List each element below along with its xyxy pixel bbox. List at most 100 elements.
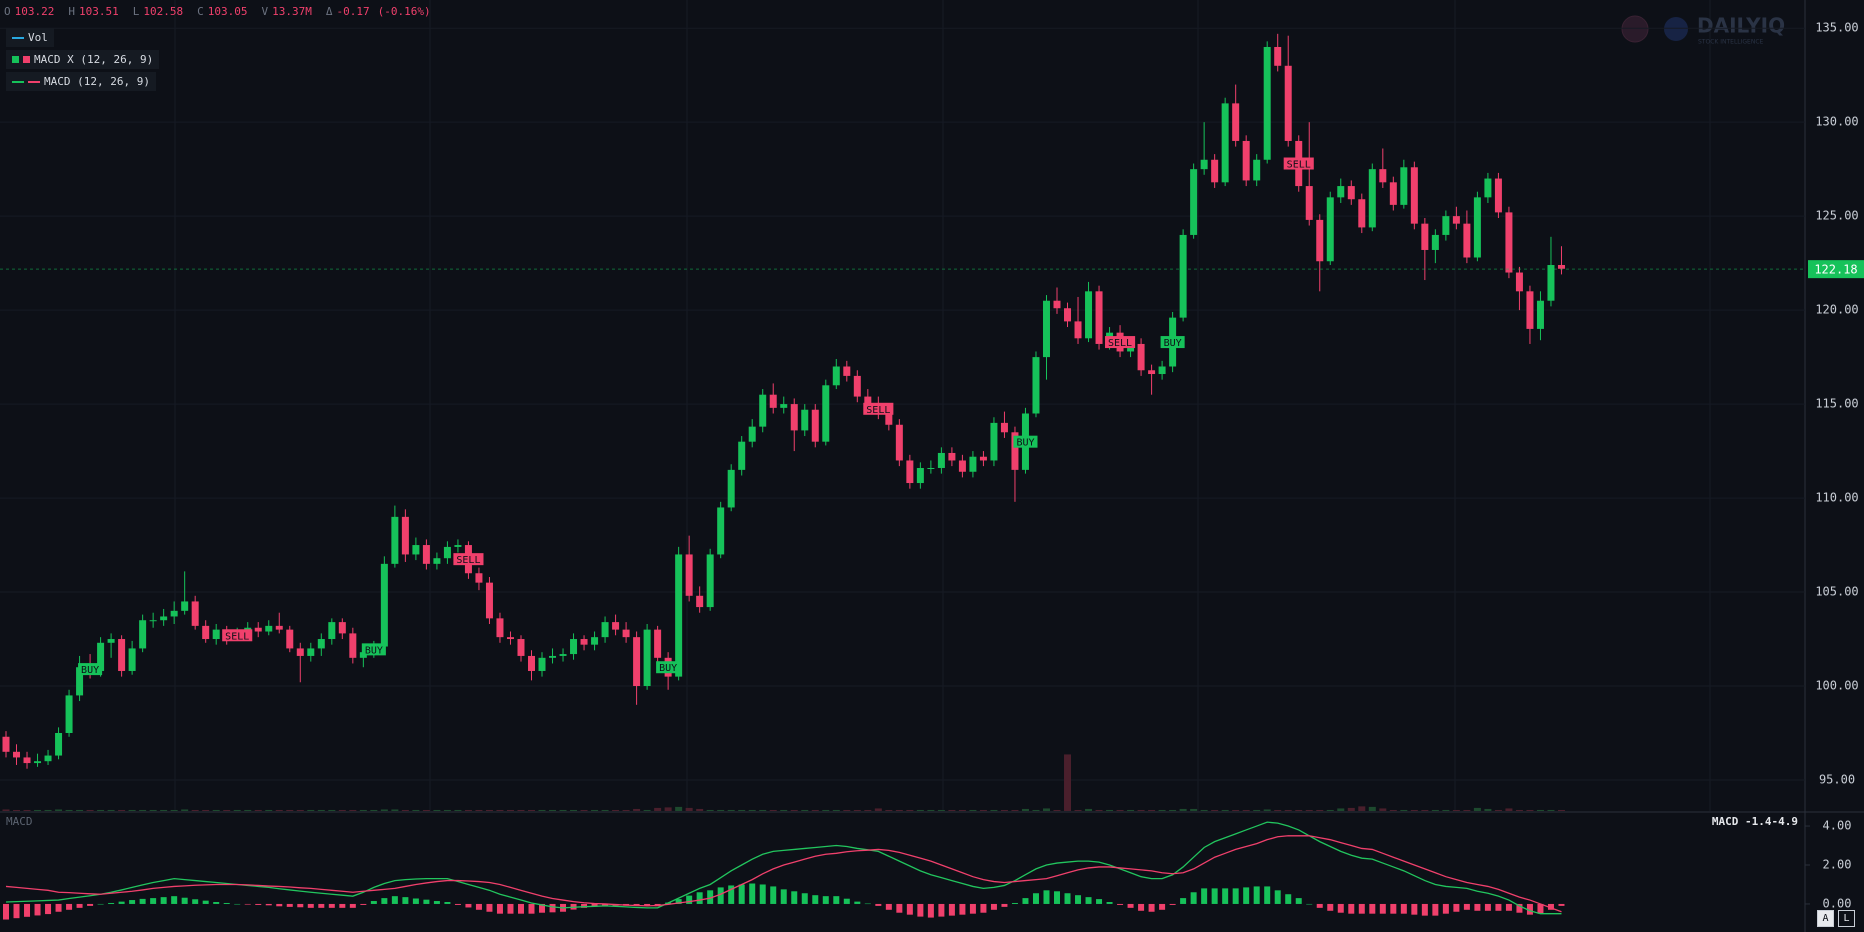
volume-bar [212,809,220,811]
volume-bar [1284,809,1292,811]
histogram-bar [76,903,83,908]
histogram-bar [1011,902,1018,904]
histogram-bar [118,901,125,904]
y-tick-label: 135.00 [1815,21,1858,35]
histogram-bar [507,903,514,914]
signal-label: SELL [456,555,480,566]
volume-bar [496,809,504,811]
histogram-bar [1106,902,1113,904]
histogram-bar [749,883,756,904]
volume-bar [1074,809,1082,811]
candle-body [727,469,735,508]
ohlc-field: V 13.37M [262,5,312,18]
candle-body [128,648,136,671]
signal-box [78,663,103,676]
volume-bar [1515,809,1523,811]
histogram-bar [517,903,524,914]
volume-bar [485,809,493,811]
volume-bar [1389,809,1397,811]
volume-bar [759,809,767,811]
histogram-bar [959,903,966,915]
log-scale-button[interactable]: L [1838,910,1855,927]
histogram-bar [34,903,41,916]
candle-body [706,554,714,608]
volume-bar [1379,808,1387,811]
histogram-bar [1432,903,1439,916]
candle-body [948,452,956,461]
candle-body [1389,182,1397,205]
histogram-bar [402,897,409,904]
histogram-bar [1463,903,1470,910]
histogram-bar [87,903,94,906]
histogram-bar [1348,903,1355,914]
histogram-bar [1001,903,1008,907]
candle-body [633,637,641,687]
y-tick-label: 95.00 [1819,772,1855,786]
y-tick-label: 100.00 [1815,679,1858,693]
volume-bar [1410,809,1418,811]
histogram-bar [1169,903,1176,905]
signal-box [1105,336,1136,349]
y-tick-label: 4.00 [1823,819,1852,833]
histogram-bar [696,892,703,904]
candle-body [1326,197,1334,262]
histogram-bar [66,903,73,910]
signal-label: SELL [225,631,249,642]
indicator-line [5,835,1562,913]
volume-bar [380,809,388,811]
histogram-bar [475,903,482,910]
histogram-bar [1400,903,1407,914]
volume-bar [118,809,126,811]
volume-bar [948,809,956,811]
volume-bar [790,809,798,811]
volume-bar [191,809,199,811]
vertical-grid [174,0,1711,811]
candle-body [1042,300,1050,358]
candle-body [307,648,315,656]
volume-bar [1526,809,1534,811]
candle-body [570,639,578,655]
candle-body [1347,186,1355,200]
histogram-bar [433,901,440,904]
volume-bar [265,809,273,811]
candle-body [1274,46,1282,66]
legend-entry: Vol [6,28,54,47]
candle-body [675,554,683,677]
histogram-bar [1264,886,1271,904]
volume-bar [1536,809,1544,811]
field-label: O [4,4,11,18]
histogram-bar [1484,903,1491,911]
candle-body [559,654,567,656]
legend-label: Vol [28,31,48,44]
volume-bar [1400,809,1408,811]
candle-body [1011,432,1019,470]
candle-body [1095,291,1103,344]
signal-label: SELL [1108,338,1132,349]
volume-bar [359,809,367,811]
volume-bar [2,809,10,811]
histogram-bar [875,903,882,906]
candle-body [1148,370,1156,375]
histogram-bar [223,902,230,904]
candle-body [1368,169,1376,228]
histogram-bar [938,903,945,917]
candle-body [1190,169,1198,235]
candle-body [748,426,756,442]
signal-box [863,402,894,415]
histogram-bar [528,903,535,914]
volume-bar [55,809,63,811]
candle-body [1557,265,1565,269]
histogram-bar [496,903,503,914]
volume-bar [1326,809,1334,811]
volume-bar [1011,809,1019,811]
volume-bar [149,809,157,811]
volume-bar [254,809,262,811]
last-price-label: 122.18 [1814,263,1857,277]
volume-bar [275,809,283,811]
candle-body [937,452,945,468]
histogram-bar [1337,903,1344,913]
candle-body [832,366,840,386]
candle-body [1410,167,1418,224]
auto-scale-button[interactable]: A [1817,910,1834,927]
